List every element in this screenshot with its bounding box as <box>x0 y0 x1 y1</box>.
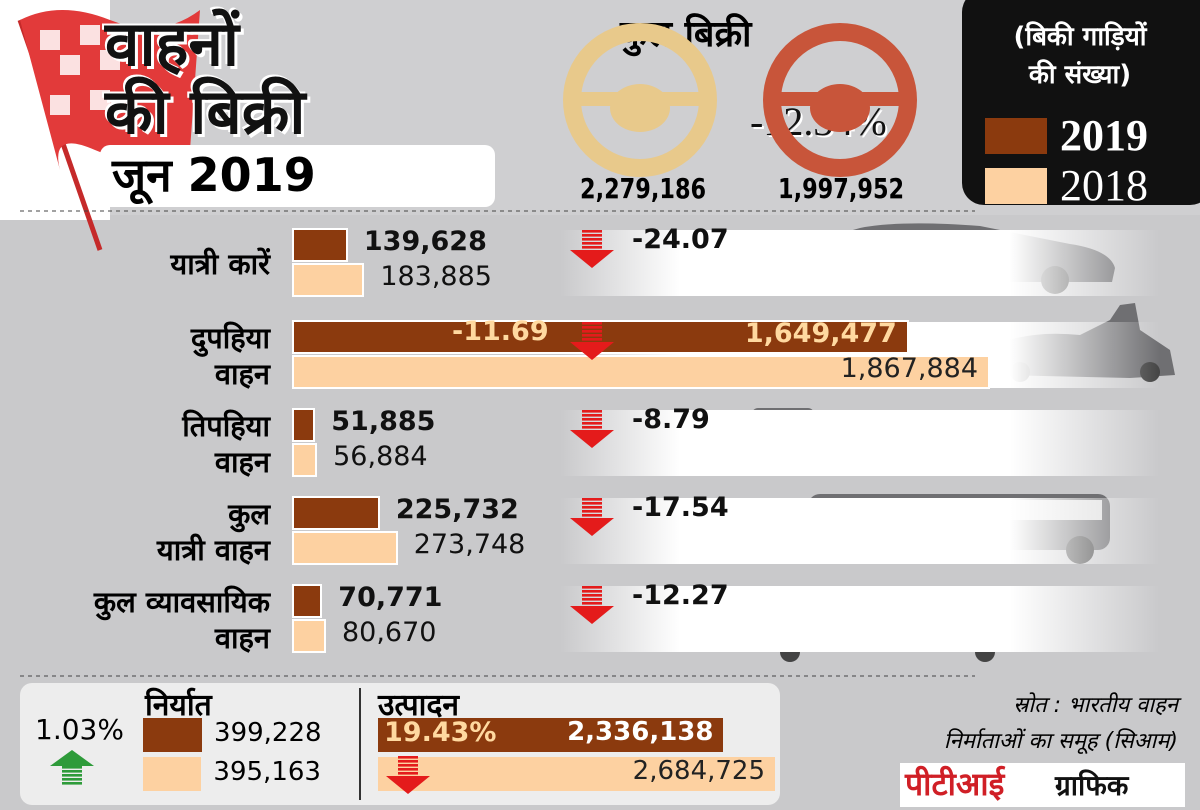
value-label: 395,163 <box>213 757 321 787</box>
credit-red: पीटीआई <box>905 765 1005 803</box>
value-label: 56,884 <box>333 441 428 472</box>
steering-wheel <box>763 23 917 177</box>
bar <box>378 718 724 752</box>
value-label: 51,885 <box>331 406 436 437</box>
bar <box>378 757 775 791</box>
value-label: 399,228 <box>214 718 322 748</box>
arrow-down <box>570 410 614 448</box>
legend-label: 2018 <box>1060 161 1148 210</box>
title: वाहनों की बिक्री <box>105 7 306 148</box>
value-label: 1,649,477 <box>744 318 897 349</box>
value-label: 2,684,725 <box>632 756 765 786</box>
category-label: कुल व्यावसायिक वाहन <box>93 585 270 655</box>
row-band <box>560 586 1160 652</box>
legend-swatch <box>985 168 1047 204</box>
bar <box>291 263 365 297</box>
bar <box>292 228 348 262</box>
export-change: 1.03% <box>35 713 124 746</box>
source: स्रोत : भारतीय वाहन निर्माताओं का समूह (… <box>943 693 1178 754</box>
category-label: यात्री कारें <box>170 247 270 281</box>
value-label: 70,771 <box>338 582 443 613</box>
export-title: निर्यात <box>145 688 212 723</box>
arrow-down <box>570 498 614 536</box>
row-band <box>560 410 1160 476</box>
row-band <box>560 230 1160 296</box>
bar <box>291 408 316 442</box>
change-label: -8.79 <box>632 404 710 435</box>
arrow-down <box>570 586 614 624</box>
category-label: दुपहिया वाहन <box>190 321 270 391</box>
value-label: 273,748 <box>413 529 526 560</box>
bar <box>143 757 202 791</box>
arrow-down <box>570 322 614 360</box>
total-2018: 2,279,186 <box>580 172 707 205</box>
legend-swatch <box>985 118 1047 154</box>
legend-note: (बिकी गाड़ियों की संख्या) <box>1013 22 1147 90</box>
change-label: -12.27 <box>632 580 729 611</box>
bar <box>292 355 990 389</box>
arrow-up <box>50 750 94 785</box>
bar <box>291 443 318 477</box>
period: जून 2019 <box>112 148 316 202</box>
bar <box>292 496 380 530</box>
value-label: 225,732 <box>395 494 519 525</box>
value-label: 1,867,884 <box>840 353 978 384</box>
legend-label: 2019 <box>1060 111 1148 160</box>
bar <box>291 584 323 618</box>
change-label: -17.54 <box>632 492 729 523</box>
credit-black: ग्राफिक <box>1055 769 1129 802</box>
value-label: 2,336,138 <box>567 717 714 747</box>
total-2019: 1,997,952 <box>778 172 905 205</box>
value-label: 183,885 <box>380 261 492 292</box>
row-band <box>560 498 1160 564</box>
value-label: 80,670 <box>341 617 437 648</box>
bar <box>292 619 326 653</box>
production-title: उत्पादन <box>378 688 460 723</box>
flag <box>17 10 200 251</box>
category-label: तिपहिया वाहन <box>182 409 270 479</box>
change-label: -11.69 <box>452 316 549 347</box>
arrow-down <box>570 230 614 268</box>
steering-wheel <box>563 23 717 177</box>
arrow-down <box>386 756 430 794</box>
change-label: 19.43% <box>384 717 497 748</box>
value-label: 139,628 <box>363 226 487 257</box>
bar <box>292 531 398 565</box>
bar <box>143 718 203 752</box>
change-label: -24.07 <box>632 224 729 255</box>
category-label: कुल यात्री वाहन <box>156 497 270 567</box>
